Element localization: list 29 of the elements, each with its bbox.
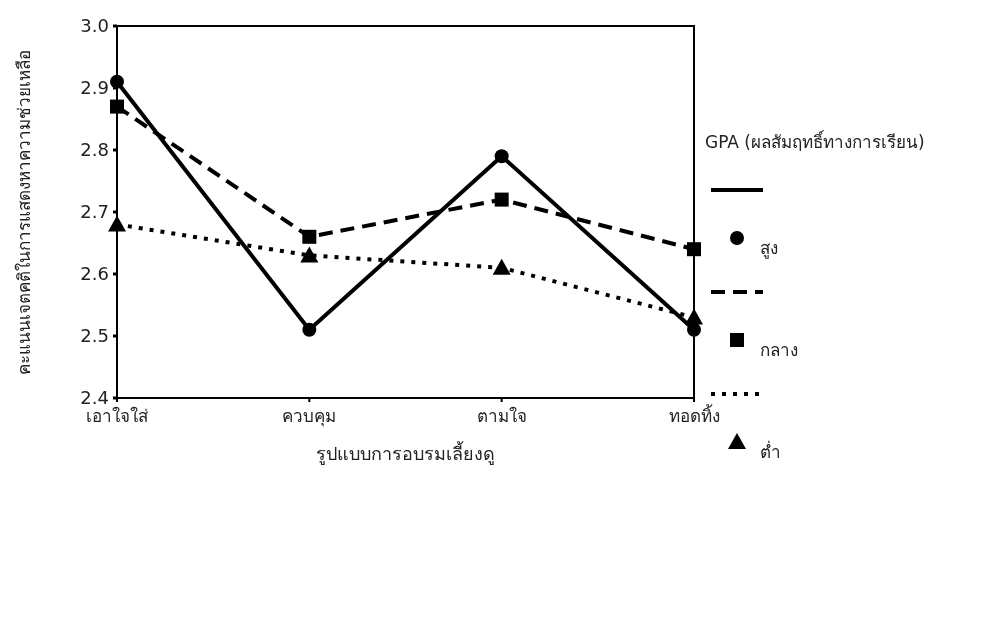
point [302, 322, 317, 337]
x-axis-title: รูปแบบการอบรมเลี้ยงดู [316, 441, 495, 465]
legend-label: ต่ำ [760, 440, 781, 462]
point [302, 229, 317, 244]
point [687, 322, 701, 337]
point [492, 258, 511, 275]
y-tick-label: 3.0 [80, 15, 109, 37]
legend-label: สูง [760, 238, 778, 259]
x-tick-label: ควบคุม [282, 406, 337, 427]
legend-label: กลาง [760, 340, 798, 360]
point [687, 242, 701, 257]
y-tick-label: 2.4 [80, 387, 109, 409]
y-axis-title: คะแนนเจตคติในการแสดงหาความช่วยเหลือ [14, 49, 34, 375]
point [494, 149, 509, 164]
x-tick-label: ตามใจ [476, 406, 527, 426]
point [300, 246, 319, 263]
y-tick-label: 2.5 [80, 325, 109, 347]
point [110, 99, 124, 114]
x-tick-label: ทอดทิ้ง [668, 404, 720, 426]
legend-title: GPA (ผลสัมฤทธิ์ทางการเรียน) [705, 130, 925, 152]
point [108, 215, 126, 232]
y-tick-label: 2.7 [80, 201, 109, 223]
point [494, 192, 509, 207]
x-tick-label: เอาใจใส่ [86, 406, 149, 426]
point [685, 308, 703, 325]
y-tick-label: 2.6 [80, 263, 109, 285]
point [110, 74, 124, 89]
y-tick-label: 2.9 [80, 77, 109, 99]
y-tick-label: 2.8 [80, 139, 109, 161]
